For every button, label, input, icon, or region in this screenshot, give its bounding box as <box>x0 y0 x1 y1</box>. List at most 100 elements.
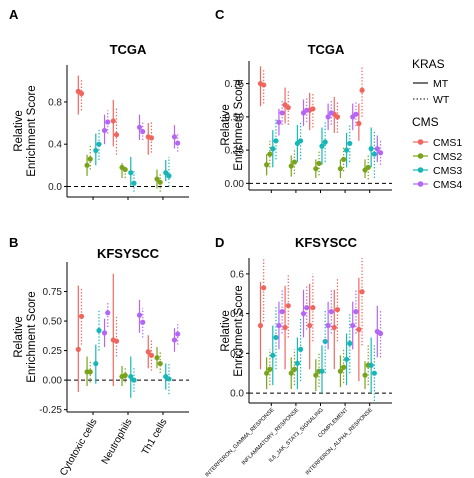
panel-d-cms3-mt-cat0-point <box>270 352 276 358</box>
panel-a-cms4-wt-cat2-point <box>175 140 181 146</box>
panel-b-cms2-mt-cat2-point <box>154 355 160 361</box>
legend-kras-mt-label: MT <box>433 78 449 90</box>
panel-d-cms1-wt-cat2-point <box>310 305 316 311</box>
panel-d-cms4-wt-cat3-point <box>353 309 359 315</box>
panel-c-cms2-wt-cat4-point <box>365 164 371 170</box>
panel-b-cms3-mt-cat0-point <box>93 360 99 367</box>
panel-c-cms3-wt-cat4-point <box>371 151 377 157</box>
panel-d-cms3-mt-cat2-point <box>319 368 325 374</box>
panel-c-cms3-wt-cat1-point <box>297 138 304 144</box>
panel-d-cms1-mt-cat1-point <box>282 324 288 331</box>
panel-c: TCGA RelativeEnrichment Score 0.00 0.25 0.50… <box>220 42 392 193</box>
panel-d-cms2-mt-cat0-point <box>264 370 270 376</box>
panel-c-ytick-label-1: 0.25 <box>225 146 245 157</box>
legend-cms1-label: CMS1 <box>433 137 462 149</box>
panel-b-cms1-mt-cat2-point <box>145 349 151 355</box>
panel-d-cms3-wt-cat1-point <box>297 346 304 352</box>
panel-d-cms2-mt-cat3-point <box>337 368 344 374</box>
panel-d-title: KFSYSCC <box>295 235 358 250</box>
panel-a-cms3-wt-cat2-point <box>166 173 172 179</box>
panel-a-cms4-wt-cat0-point <box>105 119 111 125</box>
panel-b-cms2-wt-cat1-point <box>122 372 128 378</box>
panel-b-cms4-wt-cat0-point <box>105 310 111 316</box>
panel-c-cms2-wt-cat1-point <box>291 159 298 165</box>
panel-d-cms1-mt-cat3-point <box>331 324 337 331</box>
legend: KRAS MT WT CMS CMS1 CMS2 CMS3 CMS4 <box>412 57 462 191</box>
panel-b-xcat-label-1: Neutrophils <box>100 417 135 466</box>
panel-d-cms1-wt-cat0-point <box>261 285 267 291</box>
panel-a-cms2-mt-cat2-point <box>154 176 160 182</box>
panel-d-cms2-wt-cat1-point <box>291 366 298 372</box>
panel-d-ytick-label-1: 0.2 <box>230 349 244 360</box>
panel-a-ytick-label-1: 0.4 <box>48 140 62 151</box>
panel-d-cms4-wt-cat4-point <box>377 330 384 337</box>
panel-d-cms2-mt-cat4-point <box>362 372 368 378</box>
panel-d-cms4-mt-cat2-point <box>325 322 331 329</box>
panel-b-cms3-mt-cat1-point <box>128 373 134 380</box>
panel-c-ylabel-line-2: Enrichment Score <box>233 79 245 170</box>
panel-a-cms1-mt-cat1-point <box>110 118 116 124</box>
legend-kras-wt-label: WT <box>433 94 450 106</box>
panel-b-ytick-label-4: 0.75 <box>43 287 63 298</box>
panel-c-cms1-wt-cat4-point <box>359 87 365 93</box>
panel-c-cms4-wt-cat4-point <box>377 150 384 156</box>
panel-c-cms3-mt-cat3-point <box>343 147 350 153</box>
panel-c-cms4-wt-cat0-point <box>279 110 285 116</box>
panel-a-cms3-mt-cat2-point <box>163 170 169 176</box>
panel-a-cms1-wt-cat1-point <box>113 132 120 138</box>
panel-d-cms4-wt-cat0-point <box>279 309 285 315</box>
panel-c-title: TCGA <box>308 42 345 57</box>
panel-d-cms1-wt-cat3-point <box>334 307 341 313</box>
panel-a-cms4-mt-cat2-point <box>171 134 178 140</box>
panel-a-ylabel-line-2: Enrichment Score <box>26 85 38 176</box>
panel-letter-a: A <box>9 7 19 22</box>
panel-b-cms1-mt-cat0-point <box>75 346 81 353</box>
panel-a-cms4-mt-cat0-point <box>101 127 108 134</box>
panel-b-cms4-mt-cat2-point <box>171 337 178 343</box>
panel-b-cms1-wt-cat0-point <box>78 313 85 319</box>
panel-c-cms3-wt-cat2-point <box>322 139 328 145</box>
panel-d-cms4-mt-cat1-point <box>300 311 307 317</box>
legend-cms3-dot <box>417 167 424 173</box>
panel-c-ytick-label-3: 0.75 <box>225 79 245 90</box>
panel-c-cms2-mt-cat3-point <box>337 166 344 172</box>
panel-a-ytick-label-0: 0.0 <box>48 182 62 193</box>
panel-d-cms3-wt-cat0-point <box>273 334 279 341</box>
legend-cms1-dot <box>417 139 424 145</box>
panel-c-cms1-wt-cat1-point <box>285 104 291 111</box>
panel-c-ylabel-line-1: Relative <box>220 104 232 146</box>
panel-letter-b: B <box>9 235 18 250</box>
panel-a-cms2-wt-cat2-point <box>157 179 163 185</box>
panel-d-ylabel: RelativeEnrichment Score <box>220 285 245 376</box>
panel-a-cms3-mt-cat0-point <box>93 147 99 154</box>
panel-d-cms3-mt-cat3-point <box>343 356 350 362</box>
panel-c-cms2-wt-cat2-point <box>316 160 322 167</box>
panel-b-cms3-wt-cat2-point <box>166 376 172 382</box>
panel-c-ylabel: RelativeEnrichment Score <box>220 79 245 170</box>
legend-cms-items: CMS1 CMS2 CMS3 CMS4 <box>413 137 462 191</box>
panel-a-cms4-mt-cat1-point <box>136 124 143 130</box>
panel-c-cms3-mt-cat0-point <box>270 146 276 152</box>
panel-letter-c: C <box>215 7 225 22</box>
legend-cms2-label: CMS2 <box>433 151 462 163</box>
panel-c-cms4-mt-cat2-point <box>325 114 331 120</box>
panel-d-ytick-label-2: 0.4 <box>230 309 244 320</box>
panel-b-cms2-wt-cat2-point <box>157 360 163 367</box>
panel-c-cms2-wt-cat3-point <box>341 156 347 163</box>
panel-b-cms4-wt-cat1-point <box>140 319 146 325</box>
panel-b-cms4-mt-cat1-point <box>136 312 143 318</box>
panel-a-ylabel: RelativeEnrichment Score <box>13 85 38 176</box>
panel-a-cms2-wt-cat0-point <box>87 156 93 162</box>
panel-b-ytick-label-2: 0.25 <box>43 346 63 357</box>
panel-d-cms4-wt-cat1-point <box>304 305 310 311</box>
panel-d-cms4-mt-cat0-point <box>276 322 282 329</box>
panel-b-xcat-label-0: Cytotoxic cells <box>58 417 99 478</box>
panel-d-xcat-label-2: IL6_JAK_STAT3_SIGNALING <box>268 407 325 464</box>
panel-c-ytick-label-0: 0.00 <box>225 179 245 190</box>
panel-c-cms4-wt-cat3-point <box>353 111 359 117</box>
panel-c-cms1-wt-cat2-point <box>310 106 316 112</box>
panel-d-cms4-mt-cat3-point <box>350 322 356 329</box>
panel-b: KFSYSCC RelativeEnrichment Score -0.25 0.00… <box>13 246 189 478</box>
panel-d-cms3-mt-cat4-point <box>368 362 374 368</box>
